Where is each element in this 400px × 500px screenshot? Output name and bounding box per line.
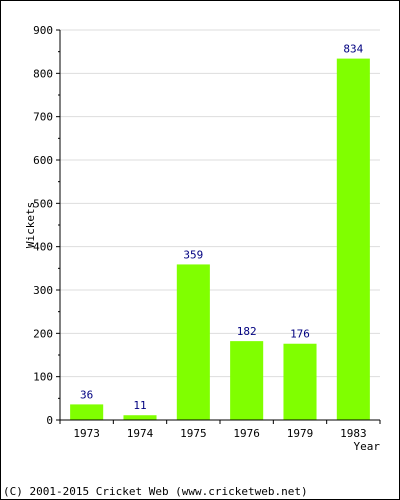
x-tick-label: 1976 bbox=[233, 427, 260, 440]
bars bbox=[70, 58, 370, 420]
data-label-1973: 36 bbox=[80, 388, 93, 401]
bar-1976 bbox=[230, 341, 264, 420]
bar-1975 bbox=[176, 264, 210, 420]
x-tick-label: 1973 bbox=[73, 427, 100, 440]
y-ticks: 0 100 200 300 400 500 600 700 800 900 bbox=[33, 24, 60, 427]
x-tick-label: 1975 bbox=[180, 427, 207, 440]
x-tick-label: 1974 bbox=[127, 427, 154, 440]
y-tick-label: 100 bbox=[33, 371, 53, 384]
data-label-1979: 176 bbox=[290, 328, 310, 341]
bar-1983 bbox=[336, 58, 370, 420]
y-tick-label: 600 bbox=[33, 154, 53, 167]
gridlines bbox=[60, 29, 380, 378]
y-tick-label: 700 bbox=[33, 111, 53, 124]
bar-1973 bbox=[70, 404, 104, 420]
y-axis-title: Wickets bbox=[24, 202, 37, 248]
y-tick-label: 500 bbox=[33, 197, 53, 210]
y-tick-label: 300 bbox=[33, 284, 53, 297]
y-tick-label: 0 bbox=[46, 414, 53, 427]
data-labels: 36 11 359 182 176 834 bbox=[80, 43, 364, 413]
copyright-footer: (C) 2001-2015 Cricket Web (www.cricketwe… bbox=[3, 485, 308, 498]
data-label-1976: 182 bbox=[237, 325, 257, 338]
x-axis-title: Year bbox=[354, 440, 381, 453]
y-tick-label: 900 bbox=[33, 24, 53, 37]
data-label-1975: 359 bbox=[183, 248, 203, 261]
data-label-1974: 11 bbox=[133, 399, 146, 412]
x-tick-label: 1979 bbox=[287, 427, 314, 440]
bar-1979 bbox=[283, 343, 317, 420]
x-ticks: 1973 1974 1975 1976 1979 1983 bbox=[59, 420, 381, 440]
y-tick-label: 800 bbox=[33, 67, 53, 80]
bar-1974 bbox=[123, 415, 157, 420]
data-label-1983: 834 bbox=[343, 43, 363, 56]
y-tick-label: 200 bbox=[33, 327, 53, 340]
x-tick-label: 1983 bbox=[340, 427, 367, 440]
y-tick-label: 400 bbox=[33, 241, 53, 254]
axes bbox=[59, 30, 380, 421]
